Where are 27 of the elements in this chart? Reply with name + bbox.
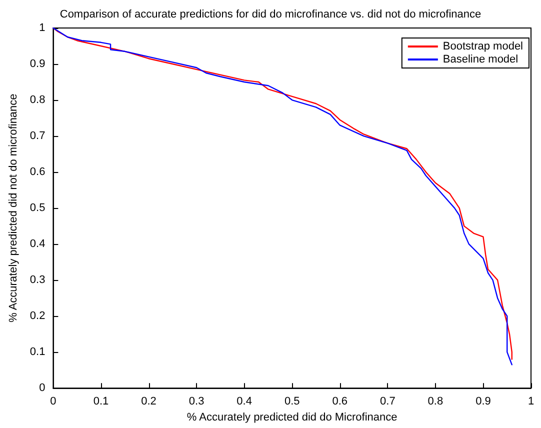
y-tick-label: 0.5	[30, 202, 46, 214]
y-tick-label: 0.2	[30, 310, 46, 322]
y-tick-label: 0.3	[30, 274, 46, 286]
y-tick-label: 0.9	[30, 58, 46, 70]
y-tick-label: 0.6	[30, 166, 46, 178]
x-tick-label: 0.6	[332, 396, 348, 408]
x-tick-label: 0.9	[476, 396, 491, 408]
x-axis-title: % Accurately predicted did do Microfinance	[186, 412, 398, 424]
y-tick-label: 0	[39, 382, 46, 394]
x-tick-label: 0.1	[93, 396, 109, 408]
x-tick-label: 0.4	[236, 396, 252, 408]
x-tick-label: 0	[50, 396, 56, 408]
chart-title: Comparison of accurate predictions for did do microfinance vs. did not do microfinance	[60, 8, 482, 20]
y-tick-label: 0.7	[30, 130, 46, 142]
x-tick-label: 1	[528, 396, 534, 408]
y-axis-title: % Accurately predicted did not do microfinance	[8, 94, 20, 322]
x-tick-label: 0.7	[380, 396, 396, 408]
y-tick-label: 0.1	[30, 346, 46, 358]
legend-label: Bootstrap model	[442, 40, 524, 52]
x-tick-label: 0.5	[284, 396, 300, 408]
y-tick-label: 0.8	[30, 94, 46, 106]
x-tick-label: 0.3	[188, 396, 204, 408]
y-tick-label: 1	[39, 22, 46, 34]
legend-label: Baseline model	[442, 54, 518, 66]
x-tick-label: 0.8	[428, 396, 444, 408]
y-tick-label: 0.4	[30, 238, 46, 250]
x-tick-label: 0.2	[141, 396, 156, 408]
